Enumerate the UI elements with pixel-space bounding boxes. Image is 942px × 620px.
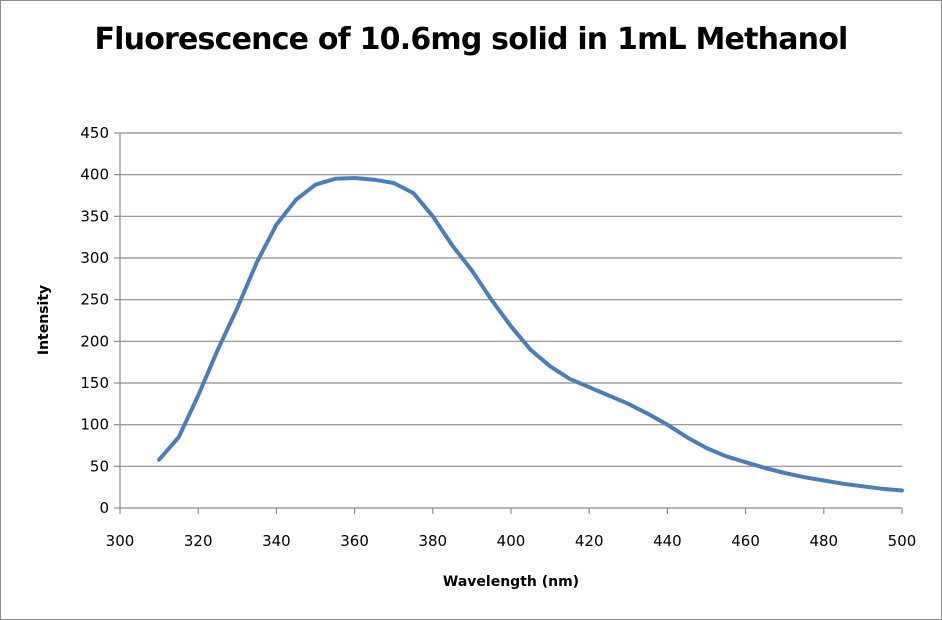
series-line xyxy=(157,176,904,493)
y-tick-label: 350 xyxy=(80,207,109,225)
axes xyxy=(119,133,902,509)
y-tick-label: 450 xyxy=(80,124,109,142)
x-axis-ticks: 300 320 340 360 380 400 420 440 460 480 500 xyxy=(106,508,917,550)
x-tick-label: 440 xyxy=(653,532,682,550)
y-axis-title: Intensity xyxy=(36,285,52,355)
y-tick-label: 200 xyxy=(80,332,109,350)
y-tick-label: 0 xyxy=(99,499,109,517)
y-tick-label: 50 xyxy=(90,457,109,475)
y-axis-ticks: 0 50 100 150 200 250 300 350 400 450 xyxy=(80,124,120,517)
x-tick-label: 300 xyxy=(106,532,135,550)
y-tick-label: 400 xyxy=(80,166,109,184)
x-tick-label: 360 xyxy=(340,532,369,550)
y-tick-label: 250 xyxy=(80,291,109,309)
chart-title: Fluorescence of 10.6mg solid in 1mL Meth… xyxy=(94,22,848,57)
y-tick-label: 300 xyxy=(80,249,109,267)
x-tick-label: 380 xyxy=(418,532,447,550)
x-tick-label: 320 xyxy=(184,532,213,550)
x-tick-label: 420 xyxy=(575,532,604,550)
series-group xyxy=(157,176,904,493)
y-tick-label: 100 xyxy=(80,416,109,434)
y-tick-label: 150 xyxy=(80,374,109,392)
x-tick-label: 500 xyxy=(888,532,917,550)
x-axis-title: Wavelength (nm) xyxy=(443,574,579,590)
gridlines xyxy=(120,132,902,467)
x-tick-label: 460 xyxy=(731,532,760,550)
x-tick-label: 480 xyxy=(809,532,838,550)
x-tick-label: 400 xyxy=(497,532,526,550)
x-tick-label: 340 xyxy=(262,532,291,550)
